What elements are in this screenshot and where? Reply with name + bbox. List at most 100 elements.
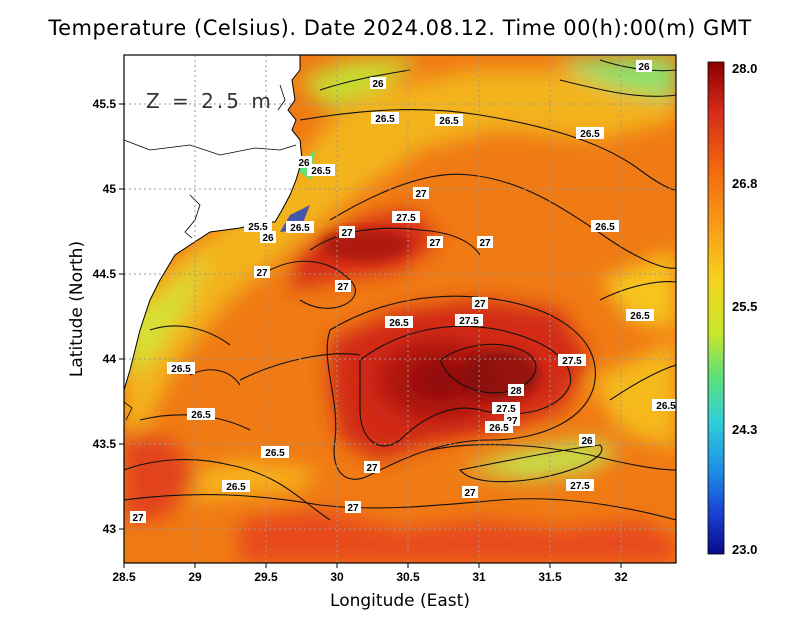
contour-label-box [307, 164, 335, 176]
contour-label-box [558, 354, 586, 366]
contour-label-box [130, 511, 146, 523]
contour-label-box [477, 236, 493, 248]
y-tick-label: 44.5 [93, 267, 117, 281]
contour-label-box [286, 221, 314, 233]
contour-label-box [485, 421, 513, 433]
contour-label: 26.5 [580, 129, 600, 140]
colorbar-label: 25.5 [732, 299, 757, 314]
contour-label: 27 [429, 238, 441, 249]
contour-label: 26.5 [290, 223, 310, 234]
colorbar-label: 26.8 [732, 176, 757, 191]
contour-label-box [413, 187, 429, 199]
depth-label: Z = 2.5 m [146, 89, 274, 113]
x-tick-label: 30.5 [396, 570, 420, 584]
contour-label: 27 [479, 238, 491, 249]
contour-label-box [492, 402, 520, 414]
contour-label: 27 [366, 463, 378, 474]
contour-label: 27.5 [459, 316, 479, 327]
x-axis-label: Longitude (East) [330, 591, 470, 611]
y-tick-label: 45 [103, 182, 117, 196]
colorbar-label: 23.0 [732, 542, 757, 557]
contour-label: 26.5 [656, 401, 676, 412]
y-tick-label: 43 [103, 522, 117, 536]
contour-label-box [455, 314, 483, 326]
contour-label: 27.5 [496, 404, 516, 415]
contour-label: 27 [132, 513, 144, 524]
contour-label-box [260, 231, 276, 243]
contour-label-box [371, 112, 399, 124]
contour-label-box [472, 297, 488, 309]
contour-label-box [435, 114, 463, 126]
contour-label-box [566, 479, 594, 491]
contour-label-box [579, 434, 595, 446]
x-tick-label: 31 [472, 570, 486, 584]
y-tick-label: 44 [103, 352, 117, 366]
contour-label-box [576, 127, 604, 139]
contour-label-box [222, 480, 250, 492]
contour-label: 26 [372, 79, 384, 90]
contour-label: 26.5 [226, 482, 246, 493]
y-axis-label: Latitude (North) [67, 241, 87, 377]
contour-label: 26.5 [489, 423, 509, 434]
contour-label-box [167, 362, 195, 374]
colorbar-label: 28.0 [732, 61, 757, 76]
contour-label-box [636, 60, 652, 72]
contour-label: 27 [474, 299, 486, 310]
x-tick-label: 29 [188, 570, 202, 584]
contour-label: 27.5 [396, 213, 416, 224]
contour-label: 26 [581, 436, 593, 447]
x-axis: 28.5 29 29.5 30 30.5 31 31.5 32 Longitud… [112, 563, 628, 611]
contour-label: 26.5 [311, 166, 331, 177]
colorbar-scale [707, 61, 725, 555]
plot-frame [123, 54, 677, 564]
contour-label-box [244, 220, 272, 232]
x-tick-label: 30 [330, 570, 344, 584]
map-title: Temperature (Celsius). Date 2024.08.12. … [48, 16, 752, 40]
contour-label-box [508, 384, 524, 396]
contour-label-box [652, 399, 676, 411]
colorbar-label: 24.3 [732, 422, 757, 437]
contour-label: 26 [638, 62, 650, 73]
contour-label-box [335, 280, 351, 292]
y-tick-label: 45.5 [93, 97, 117, 111]
contour-label: 26.5 [389, 318, 409, 329]
contour-label-box [261, 446, 289, 458]
contour-label: 26 [262, 233, 274, 244]
colorbar: 28.0 26.8 25.5 24.3 23.0 [707, 61, 757, 557]
contour-label: 26.5 [439, 116, 459, 127]
contour-label: 26.5 [265, 448, 285, 459]
contour-label: 27 [464, 488, 476, 499]
contour-label: 27 [256, 268, 268, 279]
contour-label-box [254, 266, 270, 278]
contour-label: 26.5 [595, 222, 615, 233]
contour-label-box [187, 408, 215, 420]
contour-label-box [339, 226, 355, 238]
contour-label-box [296, 156, 312, 168]
contour-label: 27.5 [562, 356, 582, 367]
contour-label: 26.5 [171, 364, 191, 375]
contour-label-box [427, 236, 443, 248]
contour-label-box [392, 211, 420, 223]
contour-label: 27 [341, 228, 353, 239]
contour-label-box [626, 309, 654, 321]
contour-label: 26.5 [375, 114, 395, 125]
y-axis: 45.5 45 44.5 44 43.5 43 Latitude (North) [67, 97, 124, 536]
contour-label: 27 [347, 503, 359, 514]
contour-label: 27 [415, 189, 427, 200]
contour-label: 28 [510, 386, 522, 397]
contour-label: 25.5 [248, 222, 268, 233]
x-tick-label: 32 [614, 570, 628, 584]
contour-label: 27.5 [570, 481, 590, 492]
contour-label-box [345, 501, 361, 513]
x-tick-label: 28.5 [112, 570, 136, 584]
contour-label-box [385, 316, 413, 328]
contour-label-box [462, 486, 478, 498]
contour-label: 26 [298, 158, 310, 169]
contour-label-box [370, 77, 386, 89]
y-tick-label: 43.5 [93, 437, 117, 451]
x-tick-label: 29.5 [254, 570, 278, 584]
contour-label: 27 [337, 282, 349, 293]
